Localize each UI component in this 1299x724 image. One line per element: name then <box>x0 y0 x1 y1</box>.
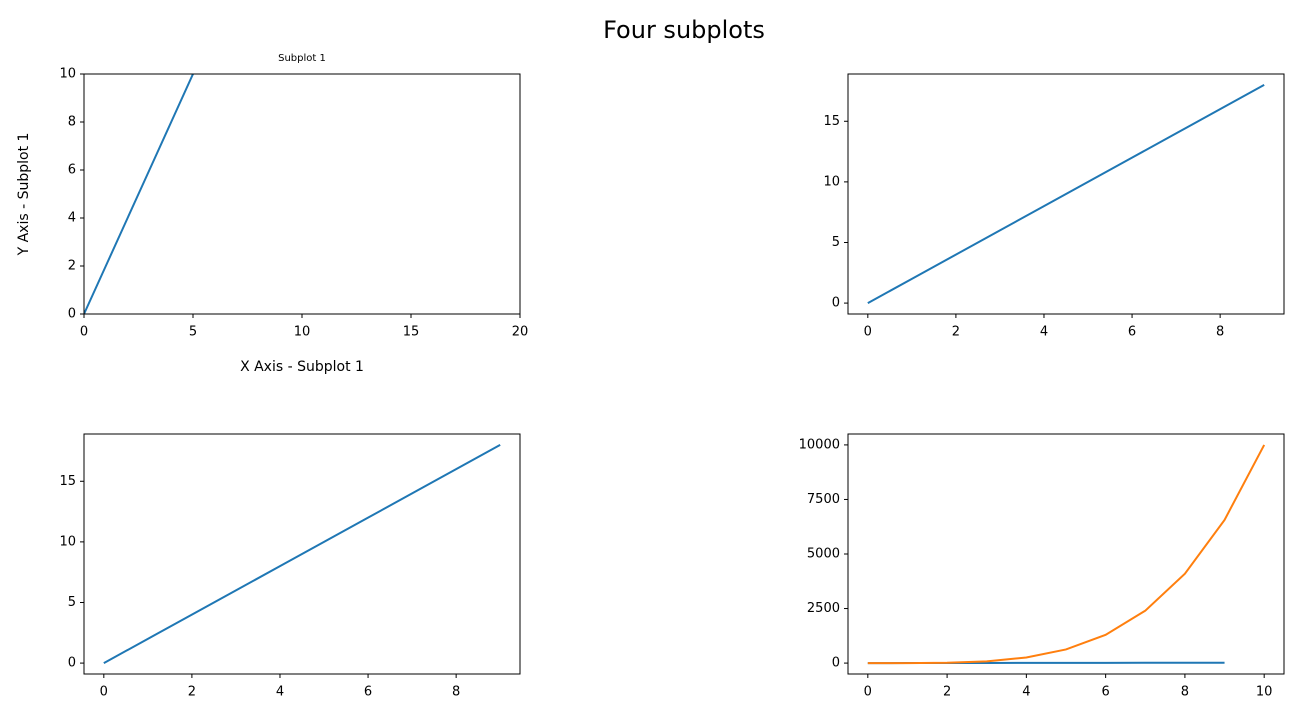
axes-frame <box>847 433 1285 675</box>
x-axis-label: X Axis - Subplot 1 <box>240 359 364 375</box>
x-tick-label: 0 <box>864 325 872 340</box>
subplot-title: Subplot 1 <box>278 53 326 64</box>
subplot: 0 2 4 6 8 10 0 2500 5000 7500 10000 <box>799 433 1285 700</box>
y-tick-label: 10 <box>59 534 76 549</box>
x-tick-label: 4 <box>1022 685 1030 700</box>
x-tick-label: 8 <box>1181 685 1189 700</box>
y-tick-label: 0 <box>68 307 76 322</box>
x-tick-label: 4 <box>276 685 284 700</box>
y-tick-label: 0 <box>832 656 840 671</box>
x-tick-label: 6 <box>1101 685 1109 700</box>
y-tick-label: 0 <box>832 296 840 311</box>
subplot: 0 5 10 15 20 0 2 4 6 8 10 Subplot 1 X Axis - Subplot… <box>16 53 529 375</box>
y-tick-label: 5 <box>68 595 76 610</box>
line <box>867 444 1266 665</box>
x-tick-label: 4 <box>1040 325 1048 340</box>
subplot: 0 2 4 6 8 0 5 10 15 <box>59 433 521 700</box>
x-tick-label: 2 <box>952 325 960 340</box>
axes-frame <box>83 433 521 675</box>
x-tick-label: 20 <box>512 325 529 340</box>
x-tick-label: 6 <box>1128 325 1136 340</box>
y-tick-label: 4 <box>68 211 76 226</box>
x-tick-label: 8 <box>1216 325 1224 340</box>
y-tick-label: 8 <box>68 115 76 130</box>
y-tick-label: 2500 <box>807 601 840 616</box>
y-tick-label: 5000 <box>807 547 840 562</box>
x-tick-label: 2 <box>943 685 951 700</box>
x-tick-label: 10 <box>1256 685 1273 700</box>
y-tick-label: 10000 <box>799 437 840 452</box>
y-tick-label: 5 <box>832 235 840 250</box>
x-tick-label: 0 <box>864 685 872 700</box>
x-tick-label: 10 <box>294 325 311 340</box>
subplot: 0 2 4 6 8 0 5 10 15 <box>823 73 1285 340</box>
x-tick-label: 6 <box>364 685 372 700</box>
x-tick-label: 0 <box>80 325 88 340</box>
x-tick-label: 8 <box>452 685 460 700</box>
y-tick-label: 7500 <box>807 492 840 507</box>
y-tick-label: 6 <box>68 163 76 178</box>
y-tick-label: 10 <box>59 67 76 82</box>
y-tick-label: 15 <box>823 114 840 129</box>
line <box>84 74 195 314</box>
x-tick-label: 15 <box>403 325 420 340</box>
y-tick-label: 10 <box>823 174 840 189</box>
y-tick-label: 2 <box>68 259 76 274</box>
x-tick-label: 5 <box>189 325 197 340</box>
axes-frame <box>847 73 1285 315</box>
y-tick-label: 0 <box>68 656 76 671</box>
figure-title: Four subplots <box>603 16 765 44</box>
y-tick-label: 15 <box>59 474 76 489</box>
y-axis-label: Y Axis - Subplot 1 <box>16 133 32 257</box>
x-tick-label: 0 <box>100 685 108 700</box>
line <box>867 84 1265 304</box>
x-tick-label: 2 <box>188 685 196 700</box>
axes-frame <box>83 73 521 315</box>
line <box>103 444 501 664</box>
